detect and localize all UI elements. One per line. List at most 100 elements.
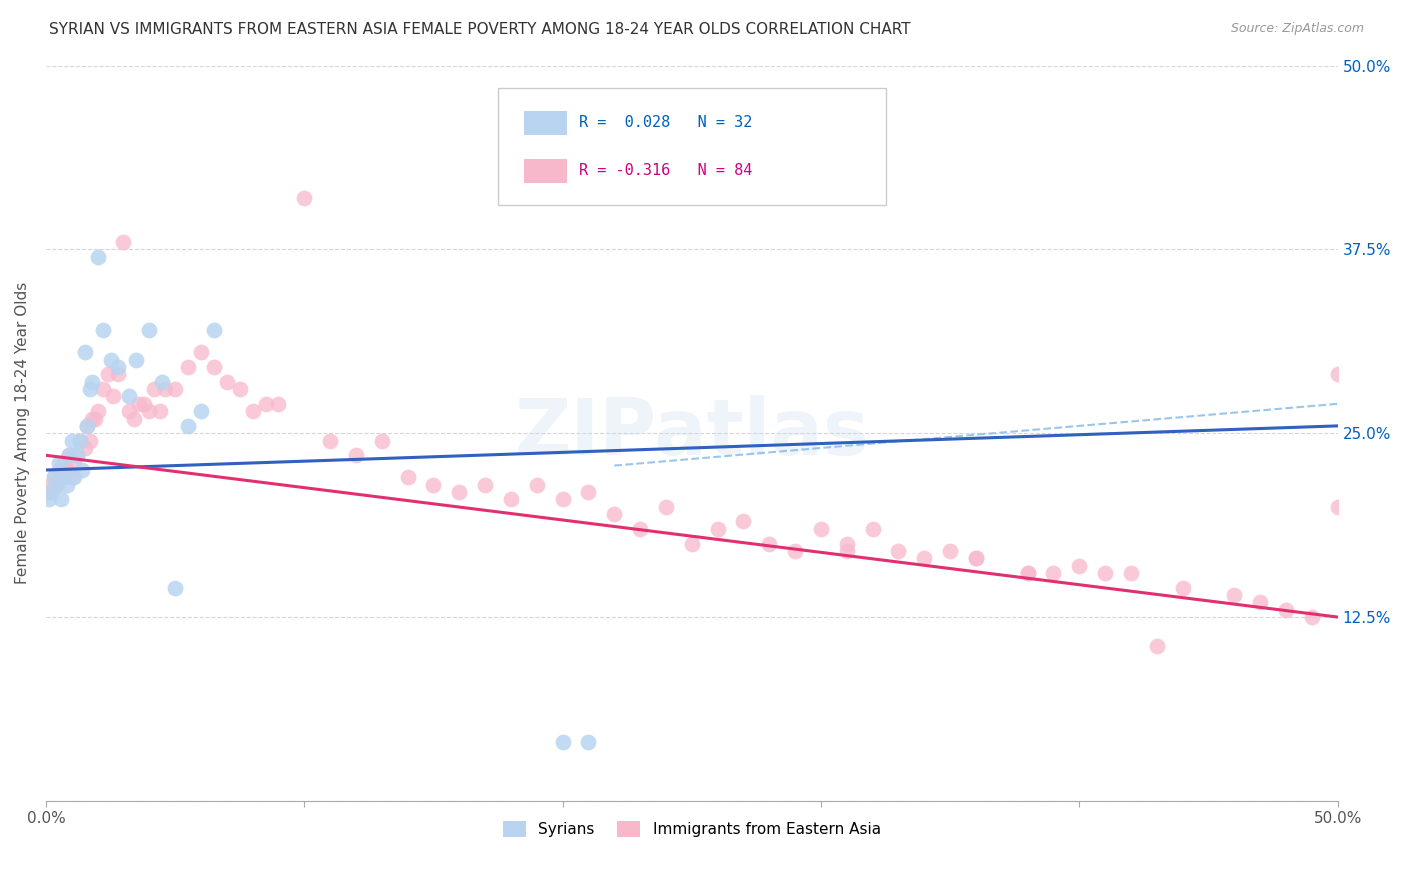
Point <box>887 544 910 558</box>
Point <box>134 397 156 411</box>
Point <box>1069 558 1091 573</box>
Point <box>60 434 83 448</box>
Point <box>526 477 548 491</box>
Point <box>344 448 367 462</box>
Point <box>138 323 160 337</box>
Point <box>655 500 678 514</box>
Point <box>138 404 160 418</box>
Point <box>1275 603 1298 617</box>
Point <box>150 375 173 389</box>
Point <box>165 382 187 396</box>
Point <box>45 477 67 491</box>
Point <box>76 418 98 433</box>
Point <box>371 434 394 448</box>
Point <box>42 470 65 484</box>
Point <box>578 485 600 500</box>
Point <box>84 411 107 425</box>
Point <box>149 404 172 418</box>
Point <box>66 448 89 462</box>
Point <box>45 477 67 491</box>
Point <box>101 389 124 403</box>
Point <box>202 360 225 375</box>
Point <box>939 544 962 558</box>
Point <box>107 360 129 375</box>
Point <box>97 368 120 382</box>
Point <box>100 352 122 367</box>
Point <box>1017 566 1039 580</box>
Point <box>835 536 858 550</box>
Text: ZIPatlas: ZIPatlas <box>515 395 869 471</box>
Point <box>319 434 342 448</box>
Point <box>177 418 200 433</box>
Point <box>862 522 884 536</box>
FancyBboxPatch shape <box>498 87 886 205</box>
Point <box>1119 566 1142 580</box>
Point <box>254 397 277 411</box>
Point <box>228 382 250 396</box>
Point <box>628 522 651 536</box>
Point <box>58 448 80 462</box>
Point <box>79 382 101 396</box>
Point <box>165 581 187 595</box>
Point <box>551 492 574 507</box>
Text: Source: ZipAtlas.com: Source: ZipAtlas.com <box>1230 22 1364 36</box>
Point <box>63 470 86 484</box>
Point <box>48 463 70 477</box>
Point <box>551 735 574 749</box>
Point <box>86 404 108 418</box>
Point <box>1017 566 1039 580</box>
Point <box>39 485 62 500</box>
Point <box>603 507 626 521</box>
Point <box>1146 640 1168 654</box>
Point <box>449 485 471 500</box>
Point <box>1223 588 1246 602</box>
Point <box>42 470 65 484</box>
Text: R = -0.316   N = 84: R = -0.316 N = 84 <box>579 162 752 178</box>
Point <box>202 323 225 337</box>
Point <box>79 434 101 448</box>
Point <box>38 492 60 507</box>
Point <box>177 360 200 375</box>
Point <box>73 345 96 359</box>
Point <box>60 470 83 484</box>
Point <box>66 448 89 462</box>
Point <box>70 463 93 477</box>
Point <box>38 485 60 500</box>
Point <box>122 411 145 425</box>
Point <box>86 250 108 264</box>
Point <box>1042 566 1064 580</box>
Point <box>153 382 176 396</box>
Point <box>215 375 238 389</box>
Point <box>785 544 807 558</box>
Point <box>117 389 139 403</box>
Point <box>190 404 212 418</box>
Point <box>91 323 114 337</box>
Point <box>39 477 62 491</box>
Point <box>51 470 73 484</box>
Point <box>125 352 148 367</box>
Point <box>267 397 290 411</box>
Point <box>1326 368 1348 382</box>
Bar <box>524 112 567 136</box>
Point <box>48 456 70 470</box>
Point <box>578 735 600 749</box>
Point <box>69 434 91 448</box>
Point <box>1094 566 1116 580</box>
Point <box>706 522 728 536</box>
Point <box>733 515 755 529</box>
Point <box>55 463 77 477</box>
Point <box>810 522 832 536</box>
Point <box>396 470 419 484</box>
Point <box>758 536 780 550</box>
Point <box>1249 595 1271 609</box>
Point <box>112 235 135 249</box>
Point <box>51 492 73 507</box>
Point <box>128 397 150 411</box>
Y-axis label: Female Poverty Among 18-24 Year Olds: Female Poverty Among 18-24 Year Olds <box>15 282 30 584</box>
Point <box>82 375 104 389</box>
Point <box>292 191 315 205</box>
Point <box>422 477 444 491</box>
Point <box>190 345 212 359</box>
Point <box>53 456 76 470</box>
Point <box>58 448 80 462</box>
